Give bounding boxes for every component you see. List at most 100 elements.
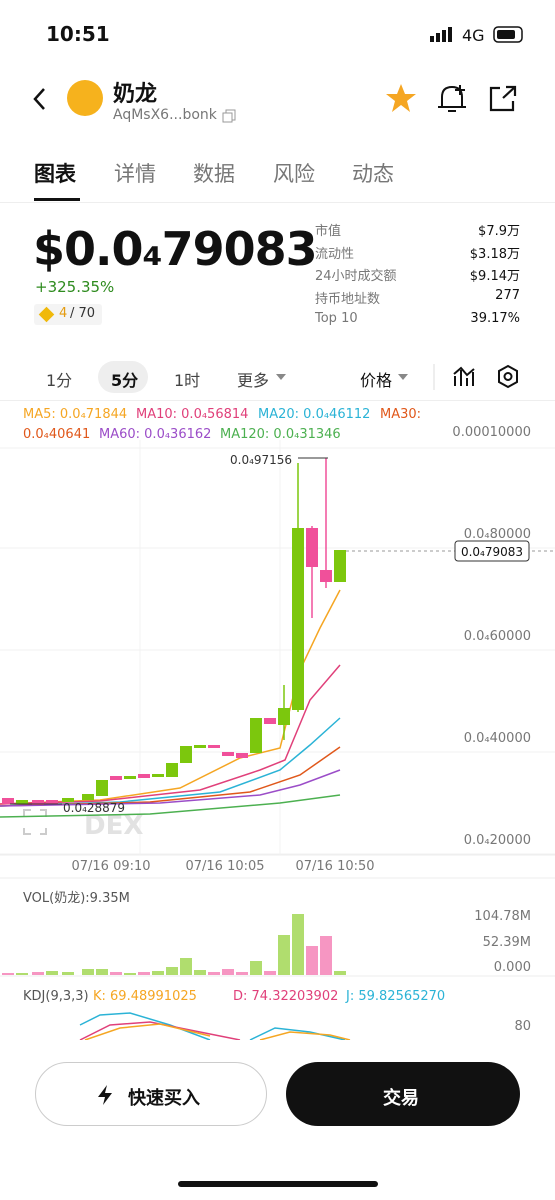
interval[interactable]: 1时 — [174, 371, 201, 390]
tab[interactable]: 详情 — [114, 162, 156, 186]
ma-label: MA5: 0.0₄71844 — [23, 407, 127, 422]
candle — [334, 550, 346, 582]
volume-bar — [32, 972, 44, 975]
stat-value: 277 — [495, 288, 520, 304]
candle — [138, 774, 150, 778]
x-label: 07/16 10:50 — [295, 859, 374, 874]
stat-label: 市值 — [315, 224, 342, 239]
back-button[interactable] — [30, 86, 50, 112]
ma-label: MA120: 0.0₄31346 — [220, 427, 341, 442]
tab[interactable]: 数据 — [193, 162, 235, 186]
volume-bar — [292, 914, 304, 975]
price: $0.0₄79083 — [33, 222, 318, 276]
token-address[interactable]: AqMsX6...bonk — [113, 107, 217, 123]
candle — [152, 774, 164, 777]
volume-bar — [138, 972, 150, 975]
high-label: 0.0₄97156 — [230, 453, 292, 467]
low-label: 0.0₄28879 — [63, 801, 125, 815]
y-label: 0.0₄60000 — [464, 629, 531, 644]
divider — [0, 202, 555, 203]
interval[interactable]: 5分 — [111, 371, 139, 390]
volume-bar — [2, 973, 14, 975]
x-label: 07/16 09:10 — [71, 859, 150, 874]
candle — [96, 780, 108, 796]
volume-bar — [264, 971, 276, 975]
volume-bar — [278, 935, 290, 975]
candle — [166, 763, 178, 777]
quick-buy-button[interactable] — [35, 1062, 267, 1126]
dropdown-arrows — [276, 364, 435, 390]
rank-total: / 70 — [70, 306, 96, 321]
time: 10:51 — [46, 22, 110, 46]
interval[interactable]: 更多 — [237, 371, 270, 390]
stat-value: $7.9万 — [478, 224, 520, 239]
price-change: +325.35% — [35, 278, 115, 296]
y-label: 0.0₄40000 — [464, 731, 531, 746]
ma-label: MA20: 0.0₄46112 — [258, 407, 370, 422]
volume-bar — [236, 972, 248, 975]
volume-bar — [222, 969, 234, 975]
divider — [0, 400, 555, 401]
favorite-star[interactable] — [384, 82, 418, 114]
interval-selected — [98, 361, 148, 393]
alert-bell[interactable] — [436, 82, 470, 116]
candle — [250, 718, 262, 753]
bolt-icon — [98, 1085, 112, 1105]
ma-label: MA60: 0.0₄36162 — [99, 427, 211, 442]
candle — [46, 800, 58, 804]
copy-icon[interactable] — [222, 109, 236, 123]
volume-bar — [96, 969, 108, 975]
chart-tools[interactable] — [452, 364, 522, 390]
x-label: 07/16 10:05 — [185, 859, 264, 874]
price-mode[interactable]: 价格 — [360, 371, 393, 390]
candle — [2, 798, 14, 804]
trade-button[interactable] — [286, 1062, 520, 1126]
stat-label: Top 10 — [315, 310, 358, 326]
candle — [110, 776, 122, 780]
kdj-d: D: 74.32203902 — [233, 989, 338, 1004]
ma-label: 0.0₄40641 — [23, 427, 90, 442]
stat-value: $3.18万 — [469, 246, 520, 262]
candle — [236, 753, 248, 758]
volume-bar — [46, 971, 58, 975]
status-icons — [430, 26, 523, 43]
trade-label: 交易 — [383, 1088, 419, 1109]
kdj-j: J: 59.82565270 — [345, 989, 445, 1004]
candle — [306, 528, 318, 567]
tab[interactable]: 图表 — [34, 162, 76, 186]
volume-bar — [110, 972, 122, 975]
candle — [320, 570, 332, 582]
stat-label: 持币地址数 — [315, 292, 381, 308]
kdj-line — [84, 1023, 211, 1040]
ma-label: MA30: — [380, 407, 421, 422]
quick-buy-label: 快速买入 — [128, 1088, 200, 1109]
rank: 4 — [59, 306, 68, 321]
volume-y-label: 52.39M — [483, 935, 531, 950]
share-icon[interactable] — [488, 84, 520, 114]
home-indicator — [178, 1181, 378, 1187]
kdj-line — [79, 1021, 241, 1040]
current-price-box — [454, 540, 530, 562]
candle — [16, 800, 28, 804]
interval[interactable]: 1分 — [46, 371, 73, 390]
tab[interactable]: 动态 — [352, 162, 394, 186]
candle — [62, 798, 74, 802]
ma-line — [0, 664, 341, 805]
kdj-k: K: 69.48991025 — [93, 989, 197, 1004]
rank-badge — [34, 304, 102, 325]
token-icon — [67, 80, 103, 116]
stat-label: 24小时成交额 — [315, 269, 397, 285]
tab[interactable]: 风险 — [273, 162, 315, 186]
ma-line — [0, 746, 341, 807]
token-name: 奶龙 — [113, 82, 158, 107]
volume-bar — [306, 946, 318, 975]
kdj-line — [249, 1027, 346, 1040]
network: 4G — [462, 26, 485, 45]
volume-bar — [320, 936, 332, 975]
volume-bar — [124, 973, 136, 975]
candle — [208, 745, 220, 748]
candle — [278, 708, 290, 725]
volume-y-label: 104.78M — [474, 909, 531, 924]
